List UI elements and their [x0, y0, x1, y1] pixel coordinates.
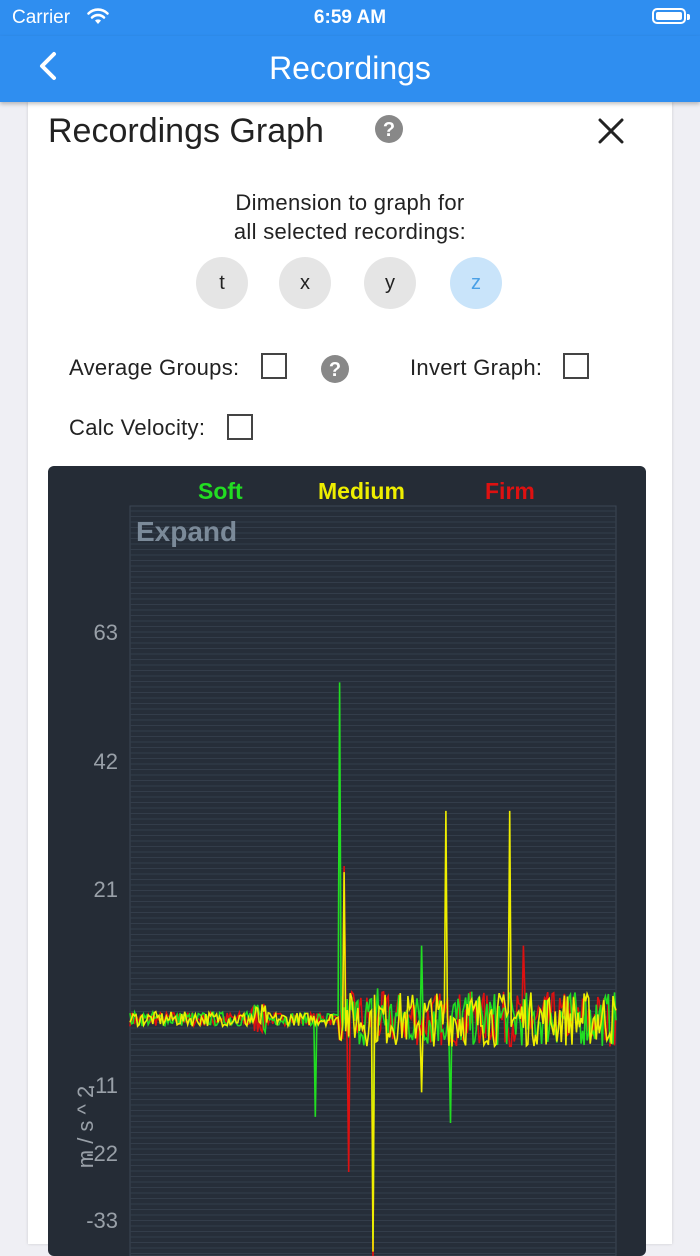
- y-tick-label: -22: [86, 1141, 118, 1166]
- invert-graph-checkbox[interactable]: [563, 353, 589, 379]
- close-icon: [598, 118, 624, 144]
- dimension-y-button[interactable]: y: [364, 257, 416, 309]
- dimension-label: Dimension to graph for all selected reco…: [28, 188, 672, 246]
- legend-medium: Medium: [318, 478, 405, 504]
- average-groups-help-icon[interactable]: ?: [320, 354, 350, 389]
- y-tick-label: -33: [86, 1208, 118, 1233]
- invert-graph-label: Invert Graph:: [410, 355, 543, 380]
- dimension-z-button[interactable]: z: [450, 257, 502, 309]
- recordings-graph-panel: Recordings Graph ? Dimension to graph fo…: [28, 102, 672, 1256]
- carrier-label: Carrier: [12, 7, 71, 28]
- y-tick-label: 21: [93, 877, 118, 902]
- dimension-t-button[interactable]: t: [196, 257, 248, 309]
- chart-plot: [129, 505, 617, 1256]
- y-axis-label: m / s ^ 2: [73, 1085, 98, 1169]
- chevron-left-icon: [40, 52, 56, 80]
- battery-icon: [652, 8, 690, 24]
- help-icon[interactable]: ?: [374, 114, 404, 149]
- average-groups-checkbox[interactable]: [261, 353, 287, 379]
- average-groups-label: Average Groups:: [69, 355, 240, 380]
- y-tick-label: 63: [93, 620, 118, 645]
- dimension-label-line2: all selected recordings:: [233, 219, 467, 244]
- panel-title: Recordings Graph: [48, 112, 324, 150]
- y-tick-label: -11: [87, 1073, 118, 1098]
- wifi-icon: [86, 6, 110, 31]
- nav-title: Recordings: [269, 50, 431, 86]
- legend-firm: Firm: [485, 478, 535, 504]
- clock: 6:59 AM: [313, 7, 387, 28]
- calc-velocity-label: Calc Velocity:: [69, 415, 206, 440]
- status-bar: Carrier 6:59 AM: [0, 0, 700, 36]
- nav-bar: Recordings: [0, 36, 700, 102]
- dimension-label-line1: Dimension to graph for: [235, 190, 465, 215]
- close-button[interactable]: [594, 114, 628, 148]
- expand-button[interactable]: Expand: [136, 516, 238, 547]
- legend-soft: Soft: [198, 478, 243, 504]
- svg-text:?: ?: [383, 119, 395, 141]
- recordings-chart[interactable]: Soft Medium Firm Expand 63 42 21 -11 -22…: [48, 466, 646, 1256]
- back-button[interactable]: [30, 48, 70, 88]
- calc-velocity-checkbox[interactable]: [227, 414, 253, 440]
- dimension-x-button[interactable]: x: [279, 257, 331, 309]
- svg-text:?: ?: [329, 359, 341, 381]
- y-tick-label: 42: [93, 749, 118, 774]
